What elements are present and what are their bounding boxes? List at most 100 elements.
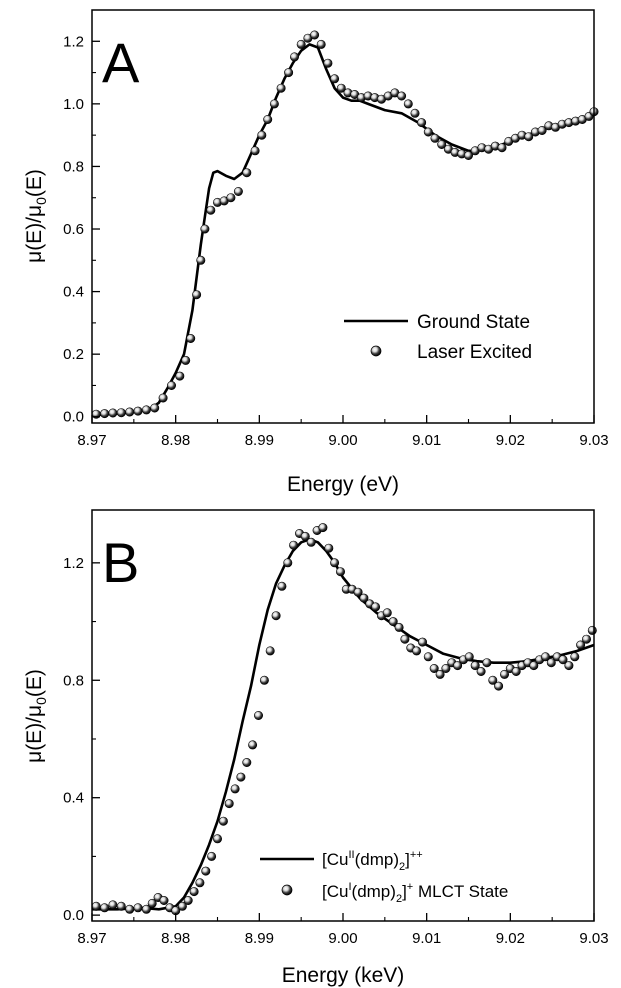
panel-a-ticks: 8.97 8.98 8.99 9.00 9.01 9.02 9.03 0.0 0.2 0.4 0.6… — [63, 33, 608, 449]
panel-a-data-point — [524, 132, 534, 142]
panel-b-data-point — [540, 652, 550, 662]
panel-b-data-point — [330, 558, 340, 568]
panel-b-data-point — [306, 537, 316, 547]
panel-b-data-point — [429, 663, 439, 673]
panel-a-data-point — [125, 407, 135, 417]
panel-b-data-point — [494, 681, 504, 691]
panel-a-data-point — [296, 39, 306, 49]
panel-b-x-tick-label: 8.99 — [245, 930, 274, 947]
panel-a-data-point — [175, 371, 185, 381]
legend-marker-cu-i — [281, 884, 293, 896]
panel-a-data-point — [397, 91, 407, 101]
panel-a-data-point — [206, 205, 216, 215]
panel-b-data-point — [511, 666, 521, 676]
panel-b-data-point — [218, 816, 228, 826]
panel-b-data-point — [177, 901, 187, 911]
panel-a-data-point — [108, 408, 118, 418]
panel-b-data-point — [412, 646, 422, 656]
panel-b-data-point — [201, 866, 211, 876]
panel-a-data-point — [158, 393, 168, 403]
panel-b-data-point — [470, 661, 480, 671]
panel-b-data-point — [133, 903, 143, 913]
panel-a-data-point — [403, 99, 413, 109]
panel-a-x-tick-label: 9.03 — [579, 432, 608, 449]
panel-b-data-point — [587, 625, 597, 635]
panel-b-data-point — [529, 661, 539, 671]
panel-b-data-point — [254, 710, 264, 720]
panel-a-data-point — [242, 168, 252, 178]
panel-b-y-tick-label: 0.0 — [63, 907, 84, 924]
panel-b-y-axis-title: μ(E)/μ0(E) — [23, 669, 49, 763]
panel-a-data-point — [463, 151, 473, 161]
panel-b-data-point — [417, 637, 427, 647]
panel-a-x-tick-label: 9.00 — [328, 432, 357, 449]
panel-a-x-tick-label: 9.02 — [496, 432, 525, 449]
panel-a-data-point — [336, 83, 346, 93]
panel-a-data-point — [186, 333, 196, 343]
panel-a-data-point — [226, 193, 236, 203]
panel-b-data-point — [499, 669, 509, 679]
panel-a-data-point — [250, 146, 260, 156]
panel-b-data-point — [159, 895, 169, 905]
panel-b-data-point — [382, 608, 392, 618]
panel-b-data-point — [359, 593, 369, 603]
panel-a-data-point — [276, 83, 286, 93]
panel-b-data-point — [353, 587, 363, 597]
panel-b-data-point — [230, 784, 240, 794]
panel-a-x-axis-title: Energy (eV) — [287, 473, 399, 496]
panel-a-data-point — [196, 255, 206, 265]
panel-a-data-point — [497, 143, 507, 153]
panel-b-data-point — [236, 772, 246, 782]
panel-a: 8.97 8.98 8.99 9.00 9.01 9.02 9.03 0.0 0.2 0.4 0.6… — [23, 9, 609, 496]
panel-b-data-point — [141, 904, 151, 914]
panel-b-data-point — [277, 581, 287, 591]
panel-b-data-point — [125, 904, 135, 914]
panel-a-data-point — [167, 380, 177, 390]
panel-b-x-tick-label: 9.01 — [412, 930, 441, 947]
panel-b-data-point — [464, 652, 474, 662]
panel-a-data-point — [430, 133, 440, 143]
panel-b-x-tick-label: 8.98 — [161, 930, 190, 947]
panel-b-x-tick-label: 8.97 — [77, 930, 106, 947]
panel-a-data-point — [133, 406, 143, 416]
legend-label-laser-excited: Laser Excited — [417, 342, 532, 363]
panel-b-data-point — [564, 661, 574, 671]
legend-label-ground-state: Ground State — [417, 312, 530, 333]
panel-b-data-point — [259, 675, 269, 685]
panel-b-data-point — [435, 669, 445, 679]
panel-b-data-point — [576, 640, 586, 650]
panel-b-legend: [CuII(dmp)2]++ [CuI(dmp)2]+ MLCT State — [260, 849, 508, 905]
panel-b-data-point — [482, 658, 492, 668]
panel-a-data-point — [100, 409, 110, 419]
panel-b-y-tick-label: 1.2 — [63, 555, 84, 572]
panel-a-data-point — [263, 115, 273, 125]
panel-b-data-point — [248, 740, 258, 750]
panel-b-data-point — [147, 898, 157, 908]
panel-a-data-point — [330, 74, 340, 84]
panel-b-data-point — [371, 602, 381, 612]
panel-b-data-point — [183, 895, 193, 905]
panel-b-x-tick-label: 9.00 — [328, 930, 357, 947]
panel-a-data-point — [284, 68, 294, 78]
panel-a-label: A — [102, 31, 140, 94]
panel-b-x-axis-title: Energy (keV) — [282, 964, 405, 987]
panel-a-data-point — [310, 30, 320, 40]
panel-b-data-point — [224, 799, 234, 809]
panel-b-data-point — [476, 666, 486, 676]
panel-a-data-point — [116, 408, 126, 418]
panel-a-y-axis-title: μ(E)/μ0(E) — [23, 169, 49, 263]
panel-b-data-point — [195, 878, 205, 888]
panel-a-data-point — [150, 403, 160, 413]
legend-marker-laser-excited — [370, 345, 382, 357]
panel-b-data-point — [283, 558, 293, 568]
panel-a-y-tick-label: 0.4 — [63, 284, 84, 301]
panel-b-x-tick-label: 9.03 — [579, 930, 608, 947]
panel-b-label: B — [102, 531, 139, 594]
panel-b-data-point — [300, 531, 310, 541]
legend-label-cu-i: [CuI(dmp)2]+ MLCT State — [322, 881, 508, 905]
panel-a-data-point — [323, 58, 333, 68]
panel-b-data-point — [265, 646, 275, 656]
panel-a-x-tick-label: 8.97 — [77, 432, 106, 449]
panel-a-data-point — [316, 39, 326, 49]
panel-a-x-tick-label: 8.98 — [161, 432, 190, 449]
